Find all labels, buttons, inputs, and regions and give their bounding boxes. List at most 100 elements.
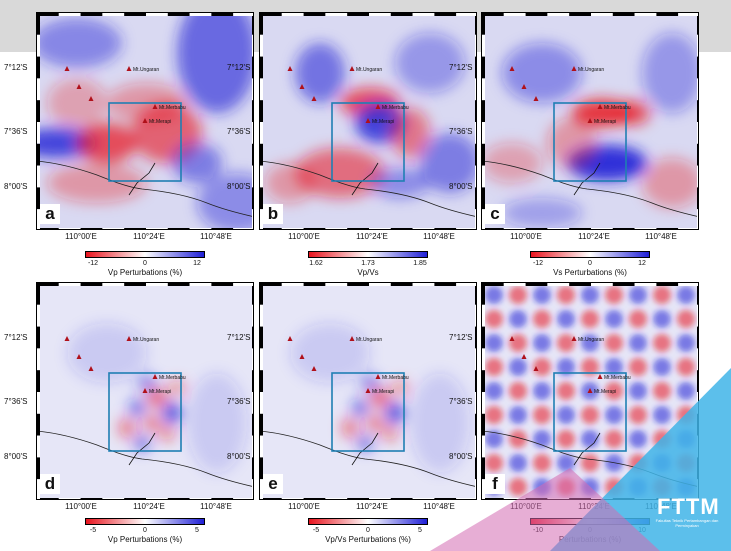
anomaly-blob (47, 78, 107, 128)
anomaly-blob (653, 334, 671, 352)
anomaly-blob (677, 382, 695, 400)
map-area: Mt.Ungaran Mt.Merbabu Mt.Merapi (481, 12, 699, 230)
study-area-box (553, 102, 627, 182)
anomaly-blob (485, 406, 503, 424)
volcano-label: Mt.Merapi (149, 119, 171, 125)
latitude-label: 7°36'S (227, 127, 251, 136)
volcano-icon (76, 84, 82, 89)
longitude-label: 110°00'E (510, 232, 542, 241)
anomaly-blob (172, 143, 222, 183)
volcano-icon (142, 388, 148, 393)
anomaly-blob (629, 430, 647, 448)
anomaly-blob (265, 163, 315, 203)
anomaly-blob (557, 286, 575, 304)
latitude-label: 8°00'S (449, 182, 473, 191)
latitude-label: 7°12'S (449, 333, 473, 342)
anomaly-blob (509, 430, 527, 448)
latitude-label: 7°12'S (4, 333, 28, 342)
latitude-label: 8°00'S (227, 182, 251, 191)
anomaly-blob (420, 133, 476, 193)
fault-line (128, 162, 156, 196)
volcano-icon (287, 336, 293, 341)
volcano-icon (521, 84, 527, 89)
colorbar-title: Vp/Vs Perturbations (%) (325, 535, 411, 544)
fault-line (573, 432, 601, 466)
volcano-icon (349, 66, 355, 71)
latitude-label: 7°36'S (4, 397, 28, 406)
anomaly-blob (485, 382, 503, 400)
anomaly-blob (557, 454, 575, 472)
anomaly-blob (677, 310, 695, 328)
volcano-icon (509, 336, 515, 341)
anomaly-blob (629, 358, 647, 376)
anomaly-blob (533, 310, 551, 328)
colorbar-tick-label: 0 (143, 527, 147, 534)
anomaly-blob (572, 99, 632, 127)
volcano-icon (64, 336, 70, 341)
latitude-label: 7°36'S (4, 127, 28, 136)
map-frame (260, 283, 476, 499)
colorbar-tick-label: 0 (588, 260, 592, 267)
volcano-icon (152, 104, 158, 109)
anomaly-blob (605, 382, 623, 400)
anomaly-blob (137, 375, 157, 391)
volcano-label: Mt.Merbabu (382, 375, 409, 381)
anomaly-blob (390, 108, 430, 158)
map-area: Mt.Ungaran Mt.Merbabu Mt.Merapi (259, 12, 477, 230)
volcano-label: Mt.Merbabu (159, 375, 186, 381)
colorbar-gradient (308, 518, 428, 525)
panel-a: Mt.Ungaran Mt.Merbabu Mt.Merapi a 7°12'S 7°36… (4, 12, 254, 241)
anomaly-blob (605, 358, 623, 376)
anomaly-blob (392, 380, 408, 396)
anomaly-blob (653, 406, 671, 424)
panel-c: Mt.Ungaran Mt.Merbabu Mt.Merapi c 7°12'S 7°36… (449, 12, 699, 241)
volcano-label: Mt.Merapi (372, 389, 394, 395)
anomaly-blob (605, 406, 623, 424)
anomaly-blob (509, 478, 527, 496)
anomaly-blob (653, 286, 671, 304)
study-area-box (108, 372, 182, 452)
volcano-icon (375, 374, 381, 379)
volcano-label: Mt.Ungaran (578, 67, 604, 73)
colorbar-tick-label: 5 (195, 527, 199, 534)
fault-line (351, 432, 379, 466)
longitude-label: 110°00'E (288, 502, 320, 511)
longitude-label: 110°00'E (65, 502, 97, 511)
anomaly-blob (533, 406, 551, 424)
map-frame (260, 13, 476, 229)
volcano-icon (597, 374, 603, 379)
anomaly-blob (677, 358, 695, 376)
tomography-image: Mt.Ungaran Mt.Merbabu Mt.Merapi (260, 13, 476, 229)
study-area-box (553, 372, 627, 452)
anomaly-blob (386, 403, 404, 423)
anomaly-blob (629, 334, 647, 352)
anomaly-blob (533, 358, 551, 376)
volcano-icon (142, 118, 148, 123)
anomaly-blob (653, 382, 671, 400)
latitude-label: 7°36'S (227, 397, 251, 406)
volcano-label: Mt.Ungaran (133, 337, 159, 343)
colorbar-title: Vp/Vs (357, 268, 379, 277)
anomaly-blob (533, 286, 551, 304)
colorbar-tick-label: -12 (532, 260, 544, 267)
longitude-label: 110°00'E (65, 232, 97, 241)
volcano-icon (509, 66, 515, 71)
panel-d: Mt.Ungaran Mt.Merbabu Mt.Merapi d 7°12'S 7°36… (4, 282, 254, 511)
anomaly-blob (485, 454, 503, 472)
colorbar-gradient (308, 251, 428, 258)
latitude-label: 8°00'S (449, 452, 473, 461)
anomaly-blob (653, 310, 671, 328)
anomaly-blob (290, 323, 370, 383)
anomaly-blob (629, 310, 647, 328)
anomaly-blob (410, 373, 470, 473)
anomaly-blob (629, 382, 647, 400)
volcano-icon (521, 354, 527, 359)
map-frame (37, 13, 253, 229)
anomaly-blob (605, 334, 623, 352)
anomaly-blob (370, 388, 390, 408)
longitude-label: 110°48'E (423, 232, 455, 241)
panel-letter: f (485, 474, 505, 494)
logo-shape (430, 368, 731, 551)
longitude-label: 110°48'E (645, 232, 677, 241)
map-area: Mt.Ungaran Mt.Merbabu Mt.Merapi (36, 282, 254, 500)
